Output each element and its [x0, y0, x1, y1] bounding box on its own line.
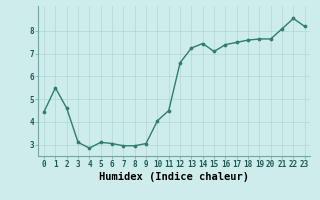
X-axis label: Humidex (Indice chaleur): Humidex (Indice chaleur) — [100, 172, 249, 182]
